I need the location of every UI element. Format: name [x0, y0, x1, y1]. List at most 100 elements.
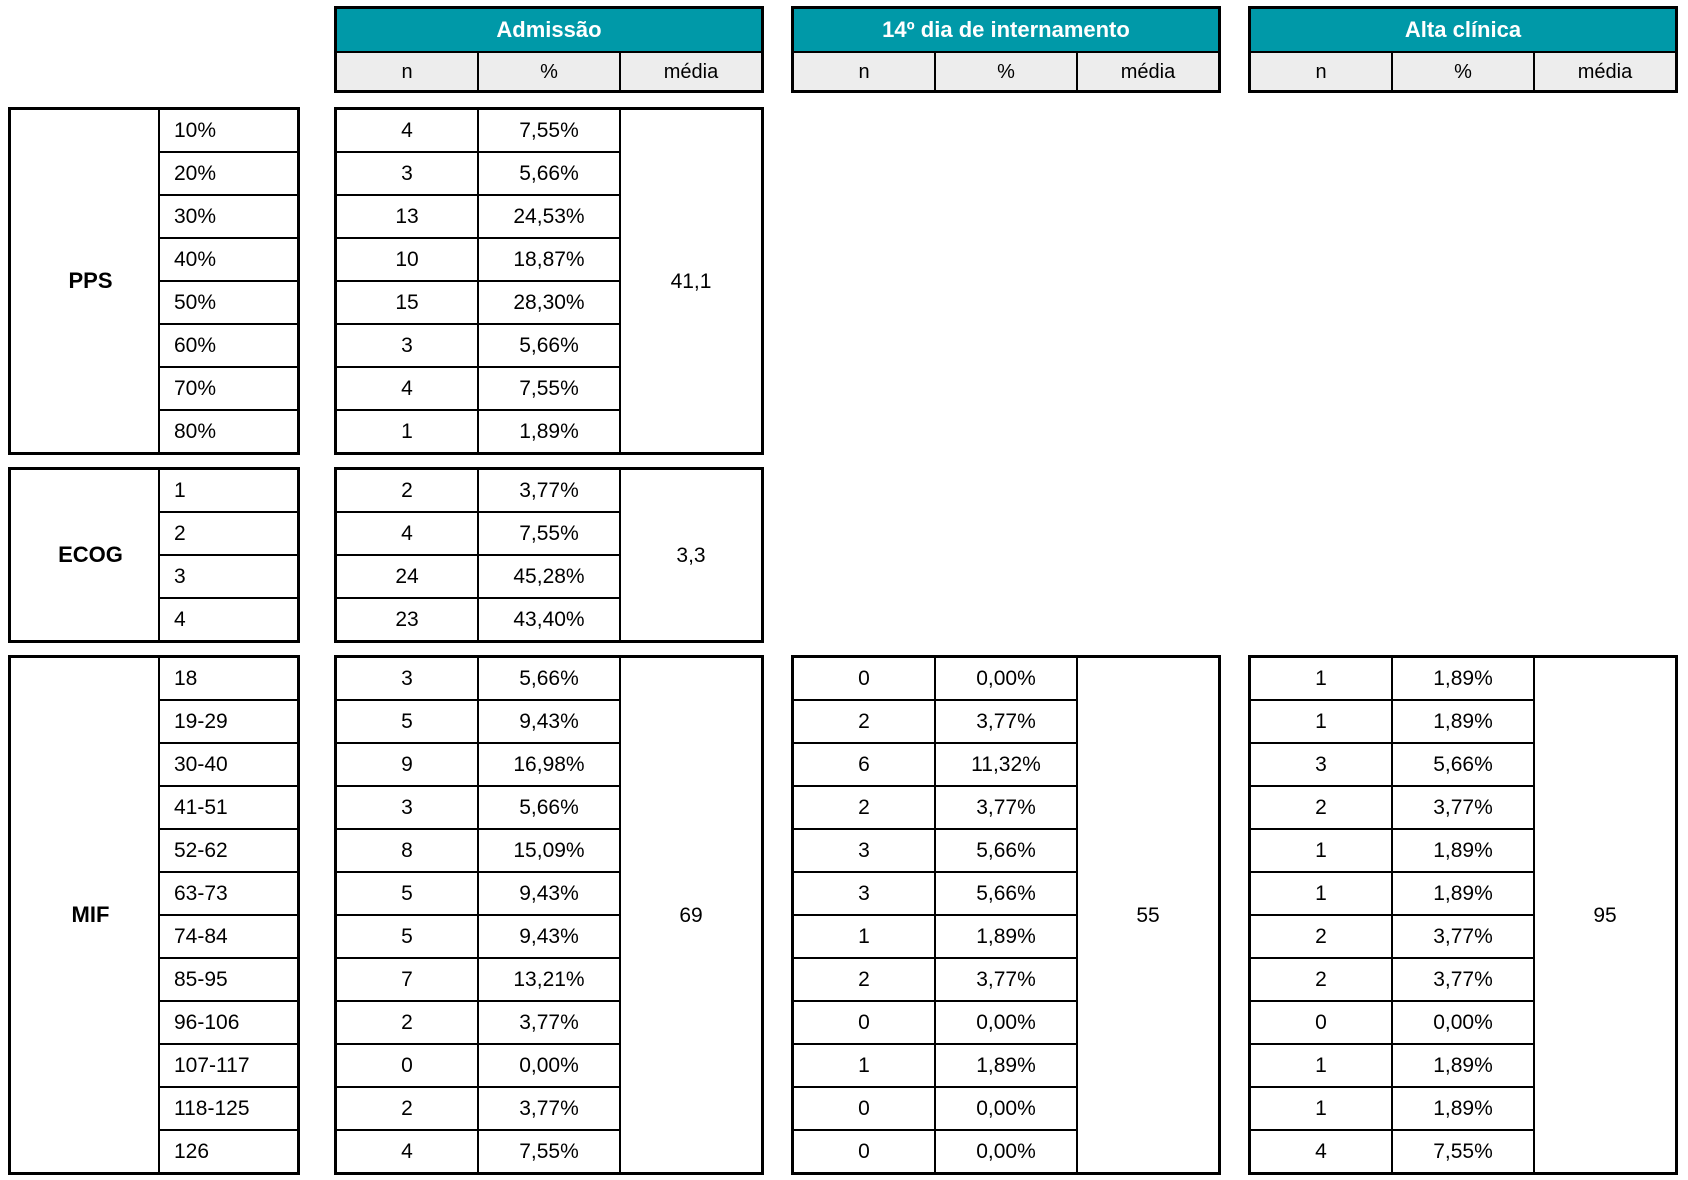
n-cell: 9	[337, 744, 477, 785]
period-title-dia14: 14º dia de internamento	[794, 9, 1218, 51]
pct-cell: 15,09%	[479, 830, 619, 871]
category-cell: 96-106	[160, 1002, 297, 1043]
period-title-admissao: Admissão	[337, 9, 761, 51]
n-cell: 4	[337, 110, 477, 151]
pct-cell: 45,28%	[479, 556, 619, 597]
pct-cell: 9,43%	[479, 916, 619, 957]
n-cell: 6	[794, 744, 934, 785]
group-table-ecog: ECOG 1 2 3 4	[8, 467, 300, 643]
pct-cell: 18,87%	[479, 239, 619, 280]
n-cell: 2	[794, 701, 934, 742]
pct-cell: 43,40%	[479, 599, 619, 640]
pct-cell: 0,00%	[936, 658, 1076, 699]
pct-cell: 1,89%	[936, 1045, 1076, 1086]
category-cell: 20%	[160, 153, 297, 194]
pct-cell: 0,00%	[936, 1131, 1076, 1172]
n-cell: 2	[794, 959, 934, 1000]
category-cell: 19-29	[160, 701, 297, 742]
pct-cell: 3,77%	[936, 959, 1076, 1000]
n-cell: 1	[337, 411, 477, 452]
pct-cell: 13,21%	[479, 959, 619, 1000]
pct-cell: 0,00%	[1393, 1002, 1533, 1043]
pct-cell: 3,77%	[936, 701, 1076, 742]
n-cell: 2	[1251, 959, 1391, 1000]
group-label: PPS	[11, 110, 158, 452]
pct-cell: 5,66%	[936, 873, 1076, 914]
pct-cell: 1,89%	[1393, 873, 1533, 914]
n-cell: 4	[337, 368, 477, 409]
group-band-mif: MIF 18 19-29 30-40 41-51 52-62 63-73 74-84 85-95…	[8, 655, 1688, 1175]
n-cell: 7	[337, 959, 477, 1000]
n-cell: 2	[337, 1002, 477, 1043]
pct-cell: 7,55%	[479, 513, 619, 554]
category-cell: 4	[160, 599, 297, 640]
pct-cell: 3,77%	[1393, 959, 1533, 1000]
n-cell: 1	[1251, 701, 1391, 742]
category-cell: 85-95	[160, 959, 297, 1000]
n-cell: 8	[337, 830, 477, 871]
n-cell: 2	[337, 470, 477, 511]
category-cell: 30%	[160, 196, 297, 237]
n-cell: 3	[337, 325, 477, 366]
pct-cell: 5,66%	[479, 658, 619, 699]
pct-cell: 0,00%	[479, 1045, 619, 1086]
col-header-n: n	[794, 53, 934, 90]
pct-cell: 1,89%	[936, 916, 1076, 957]
n-cell: 0	[794, 1002, 934, 1043]
pct-cell: 9,43%	[479, 873, 619, 914]
dia14-data-table-mif: 0 0,00% 2 3,77% 6 11,32% 2 3,77% 3 5,66% 3 5,66% 1 1,…	[791, 655, 1221, 1175]
pct-cell: 0,00%	[936, 1088, 1076, 1129]
col-header-pct: %	[1393, 53, 1533, 90]
pct-cell: 3,77%	[479, 1002, 619, 1043]
category-cell: 80%	[160, 411, 297, 452]
n-cell: 1	[1251, 873, 1391, 914]
category-cell: 18	[160, 658, 297, 699]
group-label: ECOG	[11, 470, 158, 640]
category-cell: 126	[160, 1131, 297, 1172]
n-cell: 0	[794, 1131, 934, 1172]
col-header-media: média	[621, 53, 761, 90]
pct-cell: 7,55%	[479, 368, 619, 409]
n-cell: 3	[337, 787, 477, 828]
category-cell: 10%	[160, 110, 297, 151]
group-label: MIF	[11, 658, 158, 1172]
pct-cell: 3,77%	[936, 787, 1076, 828]
n-cell: 5	[337, 873, 477, 914]
media-cell: 69	[621, 658, 761, 1172]
n-cell: 5	[337, 701, 477, 742]
n-cell: 0	[794, 658, 934, 699]
col-header-n: n	[337, 53, 477, 90]
pct-cell: 11,32%	[936, 744, 1076, 785]
media-cell: 3,3	[621, 470, 761, 640]
n-cell: 0	[794, 1088, 934, 1129]
n-cell: 0	[1251, 1002, 1391, 1043]
n-cell: 1	[1251, 658, 1391, 699]
n-cell: 3	[1251, 744, 1391, 785]
n-cell: 1	[1251, 1045, 1391, 1086]
admissao-data-table-ecog: 2 3,77% 4 7,55% 24 45,28% 23 43,40% 3,3	[334, 467, 764, 643]
pct-cell: 7,55%	[479, 1131, 619, 1172]
group-band-ecog: ECOG 1 2 3 4 2 3,77% 4 7,55% 24 45,28% 23 43,40% 3,3	[8, 467, 1688, 643]
col-header-media: média	[1535, 53, 1675, 90]
category-cell: 30-40	[160, 744, 297, 785]
pct-cell: 5,66%	[479, 153, 619, 194]
col-header-media: média	[1078, 53, 1218, 90]
n-cell: 13	[337, 196, 477, 237]
category-cell: 3	[160, 556, 297, 597]
pct-cell: 24,53%	[479, 196, 619, 237]
n-cell: 2	[1251, 787, 1391, 828]
n-cell: 3	[794, 830, 934, 871]
pct-cell: 1,89%	[1393, 1045, 1533, 1086]
category-cell: 2	[160, 513, 297, 554]
n-cell: 2	[794, 787, 934, 828]
category-cell: 50%	[160, 282, 297, 323]
admissao-data-table-pps: 4 7,55% 3 5,66% 13 24,53% 10 18,87% 15 28,30% 3 5,6…	[334, 107, 764, 455]
admissao-data-table-mif: 3 5,66% 5 9,43% 9 16,98% 3 5,66% 8 15,09% 5 9,43% 5 9…	[334, 655, 764, 1175]
col-header-pct: %	[479, 53, 619, 90]
pct-cell: 1,89%	[1393, 658, 1533, 699]
n-cell: 1	[794, 1045, 934, 1086]
table-body: PPS 10% 20% 30% 40% 50% 60% 70% 80% 4 7,55% 3 5,66% 1…	[0, 107, 1688, 1175]
pct-cell: 3,77%	[479, 470, 619, 511]
col-header-pct: %	[936, 53, 1076, 90]
